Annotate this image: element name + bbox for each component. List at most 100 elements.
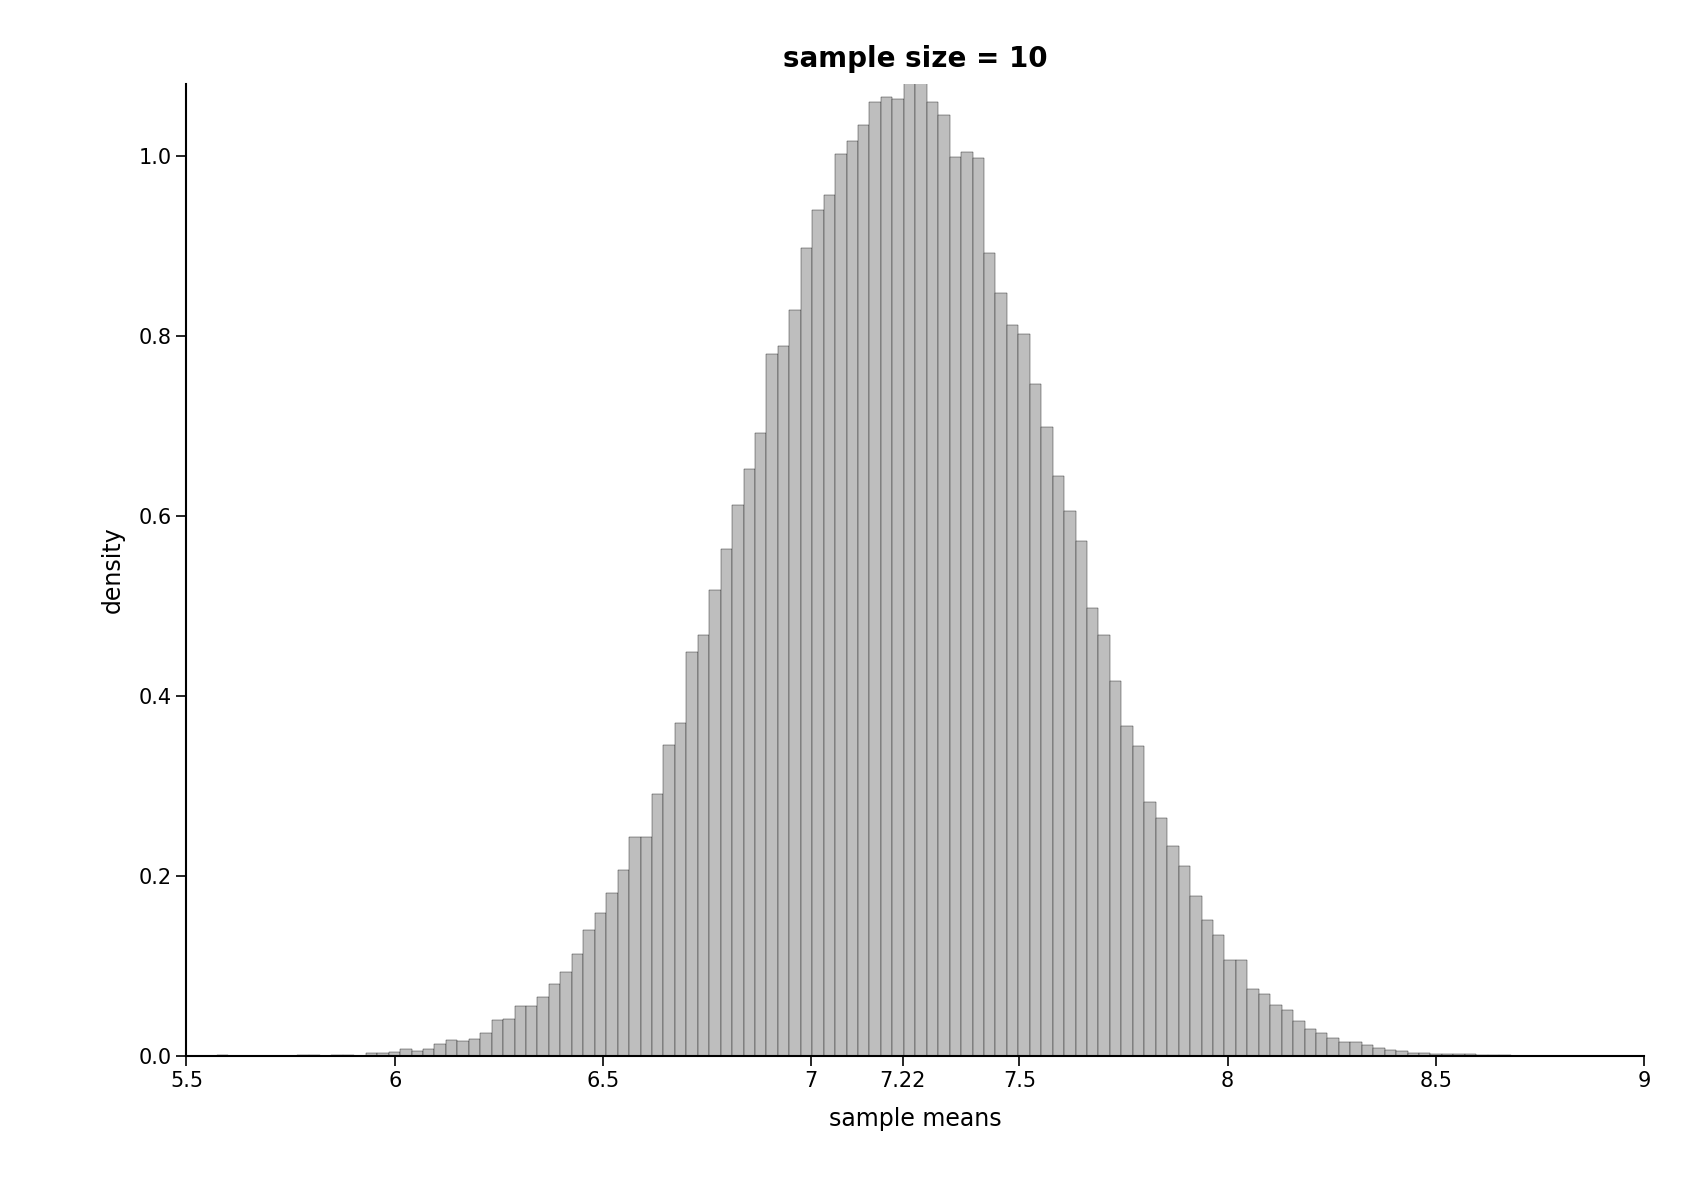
Bar [1122,726,1132,1056]
Bar [836,154,846,1056]
Bar [1419,1054,1431,1056]
Bar [754,433,766,1056]
Bar [434,1044,446,1056]
Bar [492,1020,503,1056]
Bar [985,253,995,1056]
Bar [1351,1042,1361,1056]
Bar [800,248,812,1056]
Bar [1224,960,1236,1056]
Bar [1019,335,1031,1056]
Bar [824,194,836,1056]
Bar [1248,989,1259,1056]
Bar [1110,682,1122,1056]
Bar [1214,935,1224,1056]
Bar [1236,960,1248,1056]
Bar [400,1050,412,1056]
Bar [607,893,617,1056]
Title: sample size = 10: sample size = 10 [783,46,1048,73]
Bar [641,838,653,1056]
Bar [525,1006,537,1056]
Bar [1168,846,1178,1056]
Bar [1431,1054,1442,1056]
Bar [973,158,985,1056]
Y-axis label: density: density [100,527,125,613]
Bar [1339,1042,1351,1056]
Bar [480,1033,492,1056]
Bar [995,293,1007,1056]
Bar [388,1051,400,1056]
Bar [1086,607,1098,1056]
Bar [571,954,583,1056]
Bar [561,972,571,1056]
Bar [892,98,903,1056]
Bar [698,635,709,1056]
Bar [583,930,595,1056]
Bar [617,870,629,1056]
Bar [1315,1033,1327,1056]
Bar [332,1055,342,1056]
Bar [537,997,549,1056]
Bar [1178,866,1190,1056]
Bar [412,1051,424,1056]
Bar [1281,1010,1293,1056]
Bar [790,311,800,1056]
Bar [1202,920,1214,1056]
Bar [1259,995,1270,1056]
Bar [1442,1055,1453,1056]
Bar [675,722,686,1056]
Bar [1373,1048,1385,1056]
Bar [720,550,732,1056]
Bar [366,1054,378,1056]
Bar [342,1055,354,1056]
Bar [1270,1004,1281,1056]
Bar [1407,1054,1419,1056]
Bar [709,590,720,1056]
Bar [378,1052,388,1056]
Bar [1190,895,1202,1056]
Bar [881,97,892,1056]
Bar [458,1040,470,1056]
Bar [778,346,790,1056]
Bar [1156,818,1168,1056]
Bar [1041,427,1053,1056]
Bar [686,653,698,1056]
Bar [1007,325,1019,1056]
Bar [595,913,607,1056]
Bar [927,102,939,1056]
Bar [1132,746,1144,1056]
Bar [1361,1045,1373,1056]
Bar [1453,1055,1464,1056]
Bar [812,210,824,1056]
Bar [939,115,949,1056]
Bar [1397,1051,1407,1056]
Bar [949,157,961,1056]
Bar [470,1039,480,1056]
Bar [1098,635,1110,1056]
Bar [1327,1038,1339,1056]
Bar [503,1019,515,1056]
Bar [1053,476,1064,1056]
Bar [1076,541,1086,1056]
Bar [870,102,881,1056]
X-axis label: sample means: sample means [829,1108,1002,1132]
Bar [858,125,870,1056]
Bar [1305,1028,1315,1056]
Bar [549,984,561,1056]
Bar [961,152,973,1056]
Bar [424,1049,434,1056]
Bar [1385,1050,1397,1056]
Bar [1064,511,1076,1056]
Bar [1031,384,1041,1056]
Bar [663,745,675,1056]
Bar [515,1007,525,1056]
Bar [744,469,754,1056]
Bar [846,140,858,1056]
Bar [1464,1055,1476,1056]
Bar [915,70,927,1056]
Bar [903,66,915,1056]
Bar [766,354,778,1056]
Bar [1293,1021,1305,1056]
Bar [653,794,663,1056]
Bar [629,836,641,1056]
Bar [732,505,744,1056]
